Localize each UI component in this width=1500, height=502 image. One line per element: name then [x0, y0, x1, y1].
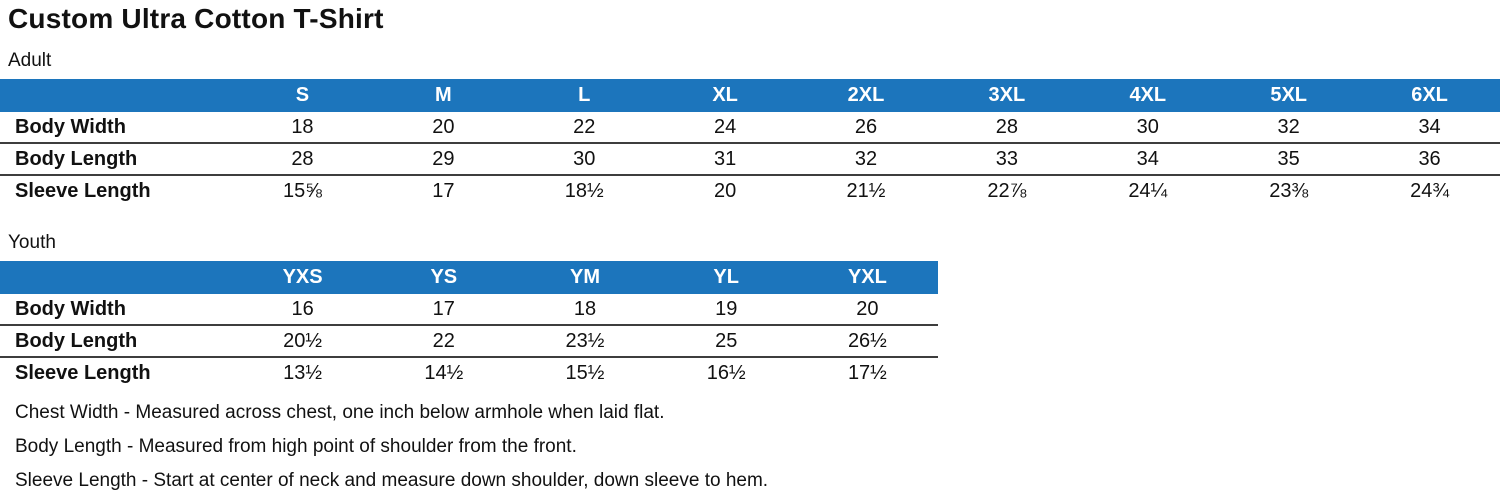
- size-table-header-row: S M L XL 2XL 3XL 4XL 5XL 6XL: [0, 79, 1500, 112]
- measurement-row: Sleeve Length 15⅝ 17 18½ 20 21½ 22⅞ 24¼ 23⅜ 24¾: [0, 176, 1500, 206]
- measurement-value-cell: 17: [432, 179, 455, 202]
- measurement-value-cell: 19: [715, 297, 738, 320]
- size-column-header: YXS: [282, 266, 323, 288]
- size-column-header: M: [435, 84, 452, 106]
- measurement-value-cell: 26: [854, 115, 878, 138]
- measurement-row: Sleeve Length 13½ 14½ 15½ 16½ 17½: [0, 358, 938, 388]
- measurement-value-cell: 16½: [706, 361, 746, 384]
- size-chart-page: Custom Ultra Cotton T-Shirt Adult S M L XL 2…: [0, 3, 1500, 491]
- measurement-value-cell: 20½: [283, 329, 323, 352]
- measurement-row: Body Width 16 17 18 19 20: [0, 294, 938, 324]
- size-column-header: XL: [712, 84, 738, 106]
- measurement-value-cell: 33: [995, 147, 1019, 170]
- measurement-row: Body Length 28 29 30 31 32 33 34 35 36: [0, 144, 1500, 174]
- size-column-header: S: [295, 84, 310, 106]
- measurement-value-cell: 34: [1418, 115, 1441, 138]
- measurement-value-cell: 17: [432, 297, 455, 320]
- row-divider: [0, 324, 938, 326]
- measurement-value-cell: 35: [1277, 147, 1300, 170]
- measurement-value-cell: 15½: [565, 361, 605, 384]
- measurement-value-cell: 16: [291, 297, 314, 320]
- measurement-value-cell: 24¼: [1128, 179, 1168, 202]
- note-sleeve-length: Sleeve Length - Start at center of neck …: [15, 470, 769, 491]
- size-column-header: 5XL: [1270, 84, 1308, 106]
- row-divider: [0, 356, 938, 358]
- measurement-value-cell: 20: [713, 179, 737, 202]
- measurement-value-cell: 34: [1136, 147, 1159, 170]
- size-column-header: 2XL: [847, 84, 885, 106]
- measurement-value-cell: 29: [432, 147, 455, 170]
- measurement-value-cell: 17½: [847, 361, 887, 384]
- size-column-header: YS: [430, 266, 458, 288]
- size-column-header: YM: [570, 266, 600, 288]
- measurement-row-label: Body Length: [15, 329, 138, 352]
- header-spacer-cell: [0, 79, 232, 112]
- measurement-row: Body Length 20½ 22 23½ 25 26½: [0, 326, 938, 356]
- measurement-value-cell: 36: [1418, 147, 1441, 170]
- note-chest-width: Chest Width - Measured across chest, one…: [15, 402, 665, 423]
- measurement-row: Body Width 18 20 22 24 26 28 30 32 34: [0, 112, 1500, 142]
- measurement-row-label: Body Width: [15, 297, 126, 320]
- size-column-header: 3XL: [988, 84, 1026, 106]
- measurement-value-cell: 30: [573, 147, 596, 170]
- measurement-value-cell: 32: [854, 147, 878, 170]
- measurement-value-cell: 30: [1136, 115, 1159, 138]
- size-column-header: YXL: [847, 266, 887, 288]
- measurement-value-cell: 18: [573, 297, 597, 320]
- measurement-row-label: Body Width: [15, 115, 126, 138]
- measurement-value-cell: 28: [995, 115, 1019, 138]
- adult-size-table: S M L XL 2XL 3XL 4XL 5XL 6XL Body Width 18 20 22 24 26…: [0, 79, 1500, 206]
- measurement-value-cell: 13½: [283, 361, 323, 384]
- measurement-value-cell: 18: [291, 115, 314, 138]
- note-body-length: Body Length - Measured from high point o…: [15, 436, 577, 457]
- size-column-header: 6XL: [1411, 84, 1448, 106]
- youth-section-label: Youth: [8, 232, 56, 253]
- measurement-notes: Chest Width - Measured across chest, one…: [15, 402, 1500, 491]
- measurement-value-cell: 23⅜: [1269, 179, 1309, 202]
- size-column-header: 4XL: [1129, 84, 1167, 106]
- measurement-value-cell: 23½: [565, 329, 605, 352]
- measurement-value-cell: 28: [291, 147, 314, 170]
- youth-size-table: YXS YS YM YL YXL Body Width 16 17 18 19 20 Body Len…: [0, 261, 938, 388]
- measurement-value-cell: 22⅞: [987, 179, 1027, 202]
- measurement-value-cell: 24: [713, 115, 737, 138]
- measurement-value-cell: 32: [1277, 115, 1300, 138]
- measurement-value-cell: 15⅝: [282, 179, 322, 202]
- adult-section-label: Adult: [8, 50, 52, 71]
- header-spacer-cell: [0, 261, 232, 294]
- measurement-value-cell: 14½: [424, 361, 464, 384]
- measurement-row-label: Sleeve Length: [15, 179, 151, 202]
- measurement-value-cell: 21½: [846, 179, 886, 202]
- page-title: Custom Ultra Cotton T-Shirt: [8, 3, 384, 34]
- measurement-value-cell: 18½: [564, 179, 604, 202]
- size-column-header: L: [578, 84, 591, 106]
- measurement-value-cell: 22: [573, 115, 596, 138]
- row-divider: [0, 142, 1500, 144]
- measurement-value-cell: 22: [432, 329, 455, 352]
- size-table-header-row: YXS YS YM YL YXL: [0, 261, 938, 294]
- measurement-row-label: Body Length: [15, 147, 138, 170]
- measurement-value-cell: 20: [432, 115, 455, 138]
- measurement-row-label: Sleeve Length: [15, 361, 151, 384]
- size-column-header: YL: [713, 266, 739, 288]
- measurement-value-cell: 25: [715, 329, 738, 352]
- measurement-value-cell: 31: [713, 147, 737, 170]
- measurement-value-cell: 20: [856, 297, 879, 320]
- row-divider: [0, 174, 1500, 176]
- measurement-value-cell: 26½: [847, 329, 887, 352]
- measurement-value-cell: 24¾: [1410, 179, 1450, 202]
